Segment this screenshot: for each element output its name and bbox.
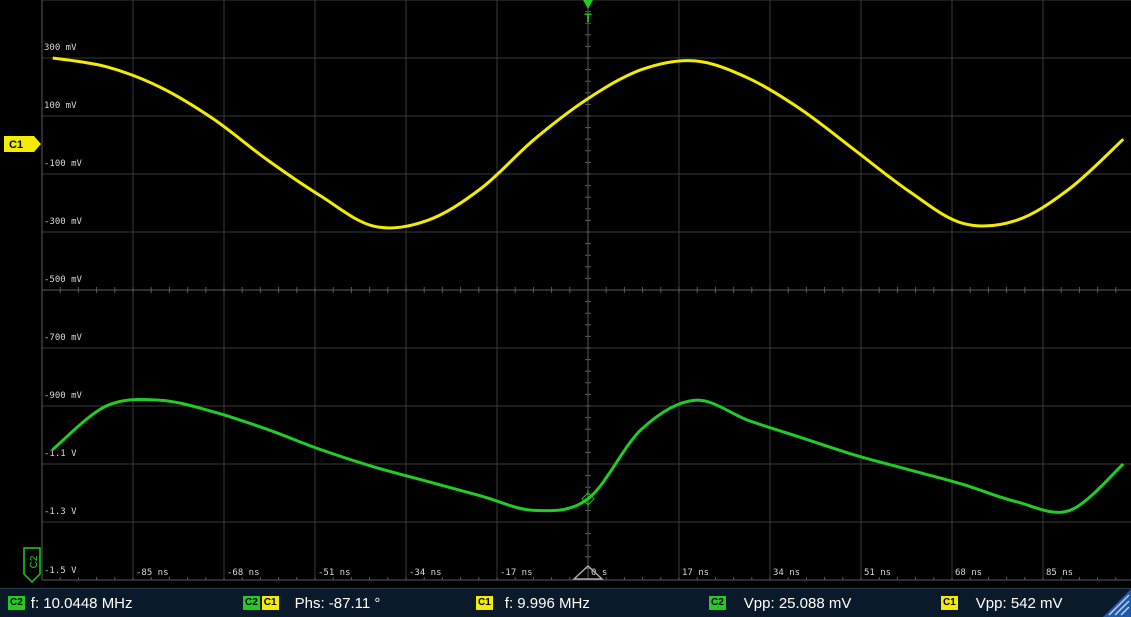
x-tick-label: 17 ns: [682, 568, 709, 578]
x-tick-label: -17 ns: [500, 568, 533, 578]
trigger-marker[interactable]: T: [583, 0, 593, 25]
x-tick-label: 0 s: [591, 568, 607, 578]
x-axis-labels: -85 ns -68 ns -51 ns -34 ns -17 ns 0 s 17 ns 34…: [136, 568, 1073, 578]
c2-offset-marker[interactable]: C2: [23, 547, 41, 584]
x-tick-label: -51 ns: [318, 568, 351, 578]
x-tick-label: 34 ns: [773, 568, 800, 578]
c2-badge: C2: [709, 596, 726, 610]
y-tick-label: -1.1 V: [44, 449, 77, 459]
c2-marker-label: C2: [29, 555, 40, 568]
trace-c1: [52, 56, 1125, 230]
measurement-value: Vpp: 25.088 mV: [743, 594, 852, 612]
y-tick-label: -1.3 V: [44, 507, 77, 517]
y-tick-label: -300 mV: [44, 217, 83, 227]
measurement-c1-frequency[interactable]: C1 f: 9.996 MHz: [476, 589, 590, 617]
measurement-c2-vpp[interactable]: C2 Vpp: 25.088 mV: [709, 589, 851, 617]
measurement-phase[interactable]: C2 C1 Phs: -87.11 °: [243, 589, 380, 617]
x-tick-label: -34 ns: [409, 568, 442, 578]
y-tick-label: 300 mV: [44, 43, 77, 53]
y-axis-labels: 300 mV 100 mV -100 mV -300 mV -500 mV -700 mV…: [44, 43, 83, 576]
y-tick-label: -100 mV: [44, 159, 83, 169]
c1-offset-marker[interactable]: C1: [4, 136, 41, 152]
y-tick-label: -700 mV: [44, 333, 83, 343]
y-tick-label: -900 mV: [44, 391, 83, 401]
y-tick-label: -500 mV: [44, 275, 83, 285]
x-tick-label: 68 ns: [955, 568, 982, 578]
measurement-c1-vpp[interactable]: C1 Vpp: 542 mV: [941, 589, 1063, 617]
y-tick-label: 100 mV: [44, 101, 77, 111]
x-tick-label: 51 ns: [864, 568, 891, 578]
measurement-bar: C2 f: 10.0448 MHz C2 C1 Phs: -87.11 ° C1…: [0, 588, 1131, 617]
oscilloscope-display[interactable]: 300 mV 100 mV -100 mV -300 mV -500 mV -700 mV…: [0, 0, 1131, 588]
c1-badge: C1: [261, 596, 279, 610]
graticule-grid: [41, 0, 1131, 581]
x-tick-label: -68 ns: [227, 568, 260, 578]
c2-badge: C2: [243, 596, 260, 610]
measurement-value: f: 10.0448 MHz: [30, 594, 133, 612]
c1-badge: C1: [941, 596, 958, 610]
waveform-traces: [51, 56, 1125, 514]
horizontal-position-marker[interactable]: [572, 564, 604, 580]
resize-corner-icon[interactable]: [1103, 589, 1131, 617]
c2-badge: C2: [8, 596, 25, 610]
y-tick-label: -1.5 V: [44, 566, 77, 576]
x-tick-label: -85 ns: [136, 568, 169, 578]
measurement-value: Vpp: 542 mV: [975, 594, 1063, 612]
x-tick-label: 85 ns: [1046, 568, 1073, 578]
measurement-value: f: 9.996 MHz: [504, 594, 590, 612]
measurement-c2-frequency[interactable]: C2 f: 10.0448 MHz: [8, 589, 133, 617]
c1-badge: C1: [476, 596, 493, 610]
trigger-label: T: [584, 11, 592, 25]
measurement-value: Phs: -87.11 °: [294, 594, 381, 612]
c1-marker-label: C1: [9, 139, 23, 151]
trigger-point-marker: [581, 489, 595, 508]
